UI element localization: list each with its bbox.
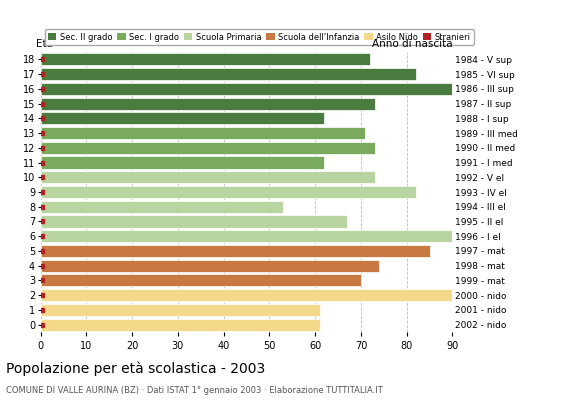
Bar <box>41 318 320 331</box>
Text: Popolazione per età scolastica - 2003: Popolazione per età scolastica - 2003 <box>6 362 265 376</box>
Bar <box>41 289 452 301</box>
Text: Età: Età <box>37 39 53 49</box>
Bar <box>41 186 416 198</box>
Bar <box>41 274 361 286</box>
Bar <box>41 98 375 110</box>
Text: Anno di nascita: Anno di nascita <box>372 39 452 49</box>
Legend: Sec. II grado, Sec. I grado, Scuola Primaria, Scuola dell'Infanzia, Asilo Nido, : Sec. II grado, Sec. I grado, Scuola Prim… <box>45 29 474 45</box>
Text: COMUNE DI VALLE AURINA (BZ) · Dati ISTAT 1° gennaio 2003 · Elaborazione TUTTITAL: COMUNE DI VALLE AURINA (BZ) · Dati ISTAT… <box>6 386 383 395</box>
Bar <box>41 304 320 316</box>
Bar <box>41 127 365 139</box>
Bar <box>41 216 347 228</box>
Bar <box>41 245 430 257</box>
Bar <box>41 156 324 168</box>
Bar <box>41 68 416 80</box>
Bar <box>41 112 324 124</box>
Bar <box>41 201 283 213</box>
Bar <box>41 260 379 272</box>
Bar <box>41 142 375 154</box>
Bar <box>41 53 370 66</box>
Bar <box>41 171 375 183</box>
Bar <box>41 230 452 242</box>
Bar <box>41 83 452 95</box>
